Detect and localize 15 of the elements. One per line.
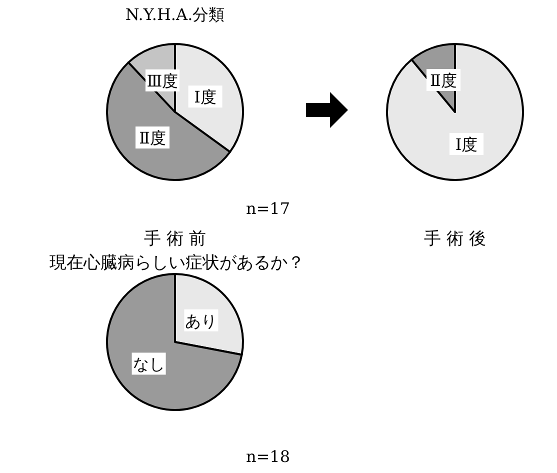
chart-title: 現在心臓病らしい症状があるか？ [50,253,304,273]
slice-label: なし [132,354,165,374]
slice-label: Ⅱ度 [139,128,166,148]
text: 手 術 後 [424,229,486,249]
chart-title: N.Y.H.A.分類 [125,5,225,24]
text: n=18 [246,447,290,466]
slice-label: Ⅱ度 [430,71,457,90]
slice-label: あり [185,311,218,330]
slice-label: Ⅰ度 [455,134,478,154]
text: n=17 [246,199,290,218]
slice-label: Ⅰ度 [194,88,216,107]
pie-slice [386,43,524,181]
pie-slice [106,273,243,411]
text: 手 術 前 [144,229,206,249]
slice-label: Ⅲ度 [146,71,178,90]
